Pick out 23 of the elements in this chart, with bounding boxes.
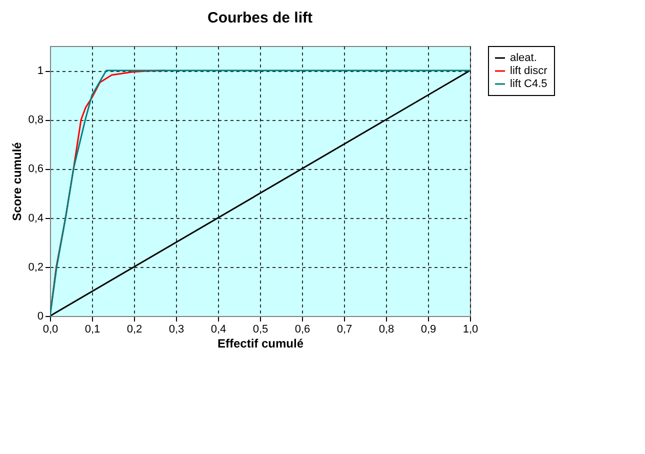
x-tick-label: 0,3 — [168, 324, 184, 336]
x-tick-label: 0,9 — [420, 324, 436, 336]
x-tick-label: 0,4 — [210, 324, 226, 336]
y-tick-label: 0 — [37, 310, 44, 322]
y-tick-label: 0,8 — [28, 114, 44, 126]
x-tick-label: 1,0 — [462, 324, 478, 336]
x-tick-label: 0,0 — [42, 324, 58, 336]
y-tick-label: 1 — [37, 65, 44, 78]
legend-label: aleat. — [510, 52, 537, 64]
x-tick-label: 0,1 — [84, 324, 100, 336]
x-axis-title: Effectif cumulé — [217, 336, 304, 350]
x-tick-label: 0,8 — [378, 324, 394, 336]
y-tick-label: 0,4 — [28, 212, 44, 224]
x-tick-label: 0,6 — [294, 324, 310, 336]
chart-title: Courbes de lift — [207, 10, 313, 26]
x-tick-label: 0,5 — [252, 324, 268, 336]
legend-label: lift discr — [510, 65, 548, 77]
legend-label: lift C4.5 — [510, 78, 548, 90]
x-tick-label: 0,2 — [126, 324, 142, 336]
x-tick-label: 0,7 — [336, 324, 352, 336]
y-tick-label: 0,6 — [28, 163, 44, 176]
y-tick-label: 0,2 — [28, 261, 44, 274]
y-axis-title: Score cumulé — [10, 142, 24, 221]
